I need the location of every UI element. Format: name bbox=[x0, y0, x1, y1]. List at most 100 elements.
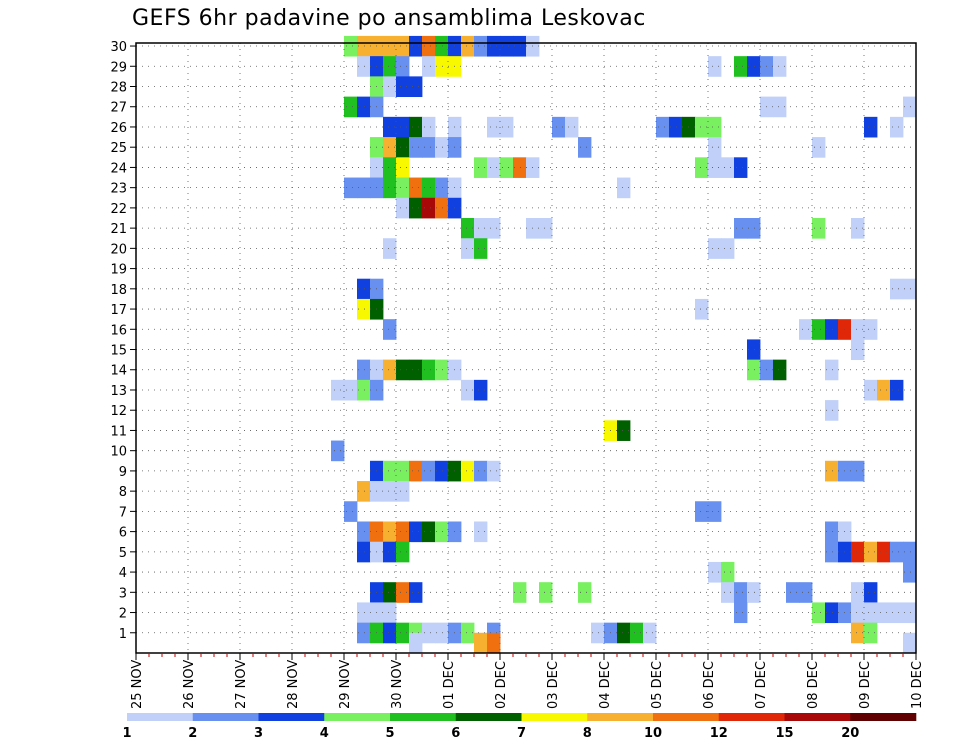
heatmap-cell bbox=[409, 137, 423, 158]
heatmap-cell bbox=[617, 420, 631, 441]
heatmap-cell bbox=[851, 460, 865, 482]
heatmap-cell bbox=[721, 157, 735, 178]
heatmap-cell bbox=[513, 35, 527, 57]
heatmap-cell bbox=[344, 35, 358, 57]
colorbar-label: 6 bbox=[451, 726, 460, 741]
heatmap-cell bbox=[357, 298, 371, 320]
y-tick-label: 10 bbox=[110, 445, 127, 460]
chart-title: GEFS 6hr padavine po ansamblima Leskovac bbox=[132, 6, 646, 31]
heatmap-cell bbox=[799, 319, 813, 340]
heatmap-cell bbox=[383, 76, 397, 98]
heatmap-cell bbox=[864, 622, 878, 644]
y-tick-label: 24 bbox=[110, 161, 127, 176]
heatmap-cell bbox=[890, 278, 904, 300]
heatmap-cell bbox=[396, 116, 410, 138]
heatmap-cell bbox=[487, 218, 501, 239]
heatmap-cell bbox=[409, 76, 423, 98]
heatmap-cell bbox=[435, 137, 449, 158]
x-tick-label: 08 DEC bbox=[806, 661, 821, 709]
heatmap-cell bbox=[422, 197, 436, 219]
heatmap-cell bbox=[461, 622, 475, 644]
heatmap-cell bbox=[708, 561, 722, 583]
heatmap-cell bbox=[383, 622, 397, 644]
heatmap-cell bbox=[474, 379, 488, 401]
heatmap-cell bbox=[617, 622, 631, 644]
heatmap-cell bbox=[409, 460, 423, 482]
y-tick-label: 30 bbox=[110, 40, 127, 55]
heatmap-cell bbox=[708, 56, 722, 77]
colorbar-swatch bbox=[521, 713, 588, 721]
heatmap-cell bbox=[357, 56, 371, 77]
heatmap-cell bbox=[903, 278, 917, 300]
heatmap-cell bbox=[435, 359, 449, 381]
y-tick-label: 7 bbox=[119, 505, 127, 520]
x-tick-label: 07 DEC bbox=[754, 661, 769, 709]
y-tick-label: 18 bbox=[110, 283, 127, 298]
heatmap-cell bbox=[851, 541, 865, 563]
heatmap-cell bbox=[396, 177, 410, 199]
heatmap-cell bbox=[357, 359, 371, 381]
y-tick-label: 6 bbox=[119, 526, 127, 541]
x-tick-label: 10 DEC bbox=[910, 661, 925, 709]
heatmap-cell bbox=[474, 632, 488, 654]
colorbar-swatch bbox=[455, 713, 522, 721]
colorbar-swatch bbox=[127, 713, 194, 721]
y-tick-label: 14 bbox=[110, 364, 127, 379]
heatmap-cell bbox=[864, 319, 878, 340]
colorbar-label: 20 bbox=[841, 726, 859, 741]
heatmap-cell bbox=[643, 622, 657, 644]
heatmap-cell bbox=[422, 359, 436, 381]
heatmap-cell bbox=[565, 116, 579, 138]
heatmap-cell bbox=[825, 541, 839, 563]
colorbar-label: 8 bbox=[583, 726, 592, 741]
heatmap-cell bbox=[500, 35, 514, 57]
heatmap-cell bbox=[890, 602, 904, 624]
heatmap-cell bbox=[851, 582, 865, 603]
heatmap-cell bbox=[734, 157, 748, 178]
heatmap-cell bbox=[513, 157, 527, 178]
y-tick-label: 19 bbox=[110, 263, 127, 278]
heatmap-cell bbox=[357, 278, 371, 300]
heatmap-cell bbox=[864, 541, 878, 563]
heatmap-cell bbox=[409, 35, 423, 57]
colorbar-swatch bbox=[587, 713, 654, 721]
heatmap-cell bbox=[708, 238, 722, 259]
colorbar-swatch bbox=[192, 713, 259, 721]
heatmap-cell bbox=[409, 116, 423, 138]
heatmap-cell bbox=[747, 218, 761, 239]
heatmap-cell bbox=[812, 319, 826, 340]
heatmap-cell bbox=[656, 116, 670, 138]
heatmap-cell bbox=[747, 339, 761, 361]
colorbar-label: 7 bbox=[517, 726, 526, 741]
y-tick-label: 29 bbox=[110, 60, 127, 75]
heatmap-cell bbox=[331, 379, 345, 401]
heatmap-cell bbox=[422, 177, 436, 199]
heatmap-cell bbox=[383, 582, 397, 603]
heatmap-cell bbox=[461, 238, 475, 259]
heatmap-cell bbox=[357, 96, 371, 118]
heatmap-cell bbox=[890, 116, 904, 138]
heatmap-cell bbox=[708, 501, 722, 522]
x-tick-label: 28 NOV bbox=[286, 660, 301, 709]
x-tick-label: 25 NOV bbox=[130, 660, 145, 709]
heatmap-cell bbox=[825, 359, 839, 381]
heatmap-cell bbox=[812, 602, 826, 624]
y-tick-label: 23 bbox=[110, 182, 127, 197]
heatmap-cell bbox=[708, 116, 722, 138]
heatmap-cell bbox=[331, 440, 345, 462]
heatmap-cell bbox=[617, 177, 631, 199]
colorbar-swatch bbox=[653, 713, 720, 721]
heatmap-cell bbox=[474, 238, 488, 259]
x-tick-label: 30 NOV bbox=[390, 660, 405, 709]
heatmap-cell bbox=[903, 541, 917, 563]
heatmap-cell bbox=[396, 460, 410, 482]
heatmap-cell bbox=[435, 521, 449, 543]
colorbar-swatch bbox=[324, 713, 391, 721]
x-tick-label: 09 DEC bbox=[858, 661, 873, 709]
colorbar-label: 2 bbox=[188, 726, 197, 741]
heatmap-cell bbox=[513, 582, 527, 603]
heatmap-cell bbox=[357, 602, 371, 624]
heatmap-cell bbox=[435, 197, 449, 219]
heatmap-cell bbox=[357, 521, 371, 543]
heatmap-cell bbox=[877, 541, 891, 563]
